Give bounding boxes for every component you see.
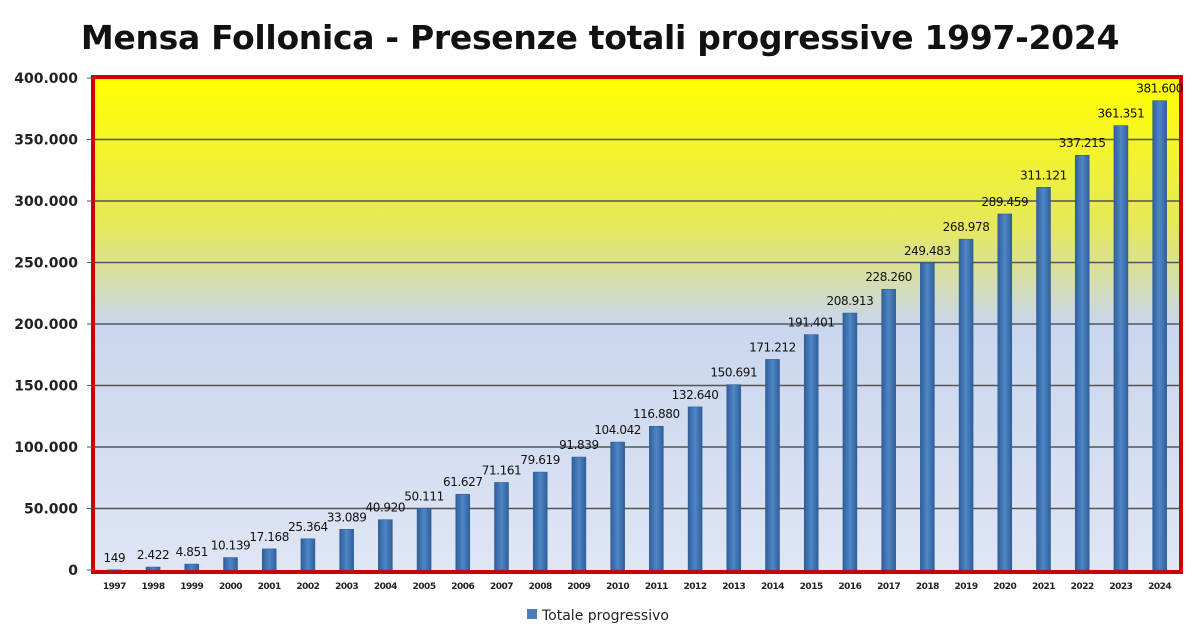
- data-label-2022: 337.215: [1059, 136, 1106, 150]
- bar-1997: [107, 569, 122, 571]
- bar-2021: [1036, 187, 1051, 571]
- x-tick-label: 2011: [645, 582, 668, 592]
- data-label-2012: 132.640: [672, 388, 719, 402]
- y-tick-label: 400.000: [14, 71, 78, 87]
- data-label-2020: 289.459: [981, 195, 1028, 209]
- x-tick-label: 2023: [1109, 582, 1132, 592]
- x-tick-label: 2014: [761, 582, 784, 592]
- data-label-2010: 104.042: [594, 423, 641, 437]
- bar-2013: [726, 384, 742, 571]
- bar-2018: [920, 262, 935, 571]
- y-tick-label: 300.000: [14, 194, 78, 210]
- legend-swatch: [527, 609, 537, 619]
- x-tick-label: 2021: [1032, 582, 1055, 592]
- bar-2002: [300, 538, 316, 571]
- bar-2012: [687, 406, 703, 571]
- x-tick-label: 1997: [103, 582, 126, 592]
- data-label-2019: 268.978: [943, 220, 990, 234]
- bar-2010: [610, 441, 625, 571]
- legend-label: Totale progressivo: [541, 608, 669, 624]
- data-label-2015: 191.401: [788, 316, 835, 330]
- x-tick-label: 2013: [722, 582, 745, 592]
- x-tick-label: 2016: [838, 582, 861, 592]
- bar-2017: [881, 288, 896, 571]
- bar-2009: [571, 456, 587, 571]
- bar-2019: [958, 238, 974, 571]
- data-label-2011: 116.880: [633, 407, 680, 421]
- data-label-1997: 149: [103, 551, 125, 565]
- bar-2001: [261, 548, 277, 571]
- bar-1998: [145, 566, 161, 571]
- data-label-2014: 171.212: [749, 340, 796, 354]
- y-tick-label: 150.000: [14, 379, 78, 395]
- data-label-2008: 79.619: [520, 453, 560, 467]
- data-label-2009: 91.839: [559, 438, 599, 452]
- x-tick-label: 2000: [219, 582, 242, 592]
- data-label-2000: 10.139: [211, 539, 251, 553]
- data-label-2013: 150.691: [710, 366, 757, 380]
- data-label-2004: 40.920: [366, 501, 406, 515]
- x-tick-label: 1999: [180, 582, 203, 592]
- x-tick-label: 2020: [993, 582, 1016, 592]
- legend: Totale progressivo: [527, 608, 669, 624]
- y-tick-label: 200.000: [14, 317, 78, 333]
- bar-2008: [532, 471, 548, 571]
- x-tick-label: 2017: [877, 582, 900, 592]
- data-label-2017: 228.260: [865, 270, 912, 284]
- x-tick-label: 2024: [1148, 582, 1171, 592]
- x-tick-label: 2006: [451, 582, 474, 592]
- y-tick-label: 250.000: [14, 256, 78, 272]
- x-tick-label: 1998: [142, 582, 165, 592]
- bar-2015: [803, 334, 819, 571]
- bar-2022: [1074, 154, 1090, 571]
- data-label-2023: 361.351: [1098, 107, 1145, 121]
- data-label-1998: 2.422: [137, 548, 169, 562]
- y-tick-label: 100.000: [14, 440, 78, 456]
- bar-1999: [184, 563, 200, 571]
- bar-2007: [494, 482, 509, 571]
- data-label-2002: 25.364: [288, 520, 328, 534]
- bar-2003: [339, 529, 354, 571]
- data-label-2024: 381.600: [1136, 82, 1183, 96]
- x-tick-label: 2007: [490, 582, 513, 592]
- data-label-2006: 61.627: [443, 475, 483, 489]
- x-tick-label: 2001: [258, 582, 281, 592]
- x-tick-label: 2015: [800, 582, 823, 592]
- x-tick-label: 2018: [916, 582, 939, 592]
- bar-2014: [765, 359, 780, 571]
- bar-2023: [1113, 125, 1129, 571]
- x-tick-label: 2002: [296, 582, 319, 592]
- chart-title: Mensa Follonica - Presenze totali progre…: [80, 18, 1120, 57]
- data-label-2007: 71.161: [482, 463, 522, 477]
- x-tick-label: 2019: [955, 582, 978, 592]
- data-label-2005: 50.111: [404, 489, 444, 503]
- bar-2000: [223, 557, 238, 571]
- x-tick-label: 2003: [335, 582, 358, 592]
- x-tick-label: 2012: [684, 582, 707, 592]
- data-label-1999: 4.851: [176, 545, 208, 559]
- bar-2004: [378, 519, 393, 571]
- x-tick-label: 2022: [1071, 582, 1094, 592]
- y-tick-label: 0: [68, 563, 78, 579]
- data-label-2021: 311.121: [1020, 168, 1067, 182]
- bar-2016: [842, 312, 858, 571]
- x-tick-label: 2004: [374, 582, 397, 592]
- bar-2024: [1152, 100, 1167, 571]
- bar-2011: [649, 425, 664, 571]
- data-label-2018: 249.483: [904, 244, 951, 258]
- x-tick-label: 2008: [529, 582, 552, 592]
- data-label-2003: 33.089: [327, 510, 367, 524]
- x-tick-label: 2009: [567, 582, 590, 592]
- bar-2006: [455, 493, 471, 571]
- data-label-2001: 17.168: [249, 530, 289, 544]
- bar-2005: [416, 508, 432, 571]
- x-tick-label: 2010: [606, 582, 629, 592]
- y-tick-label: 50.000: [24, 502, 78, 518]
- bar-2020: [997, 213, 1013, 571]
- y-tick-label: 350.000: [14, 133, 78, 149]
- data-label-2016: 208.913: [827, 294, 874, 308]
- x-tick-label: 2005: [413, 582, 436, 592]
